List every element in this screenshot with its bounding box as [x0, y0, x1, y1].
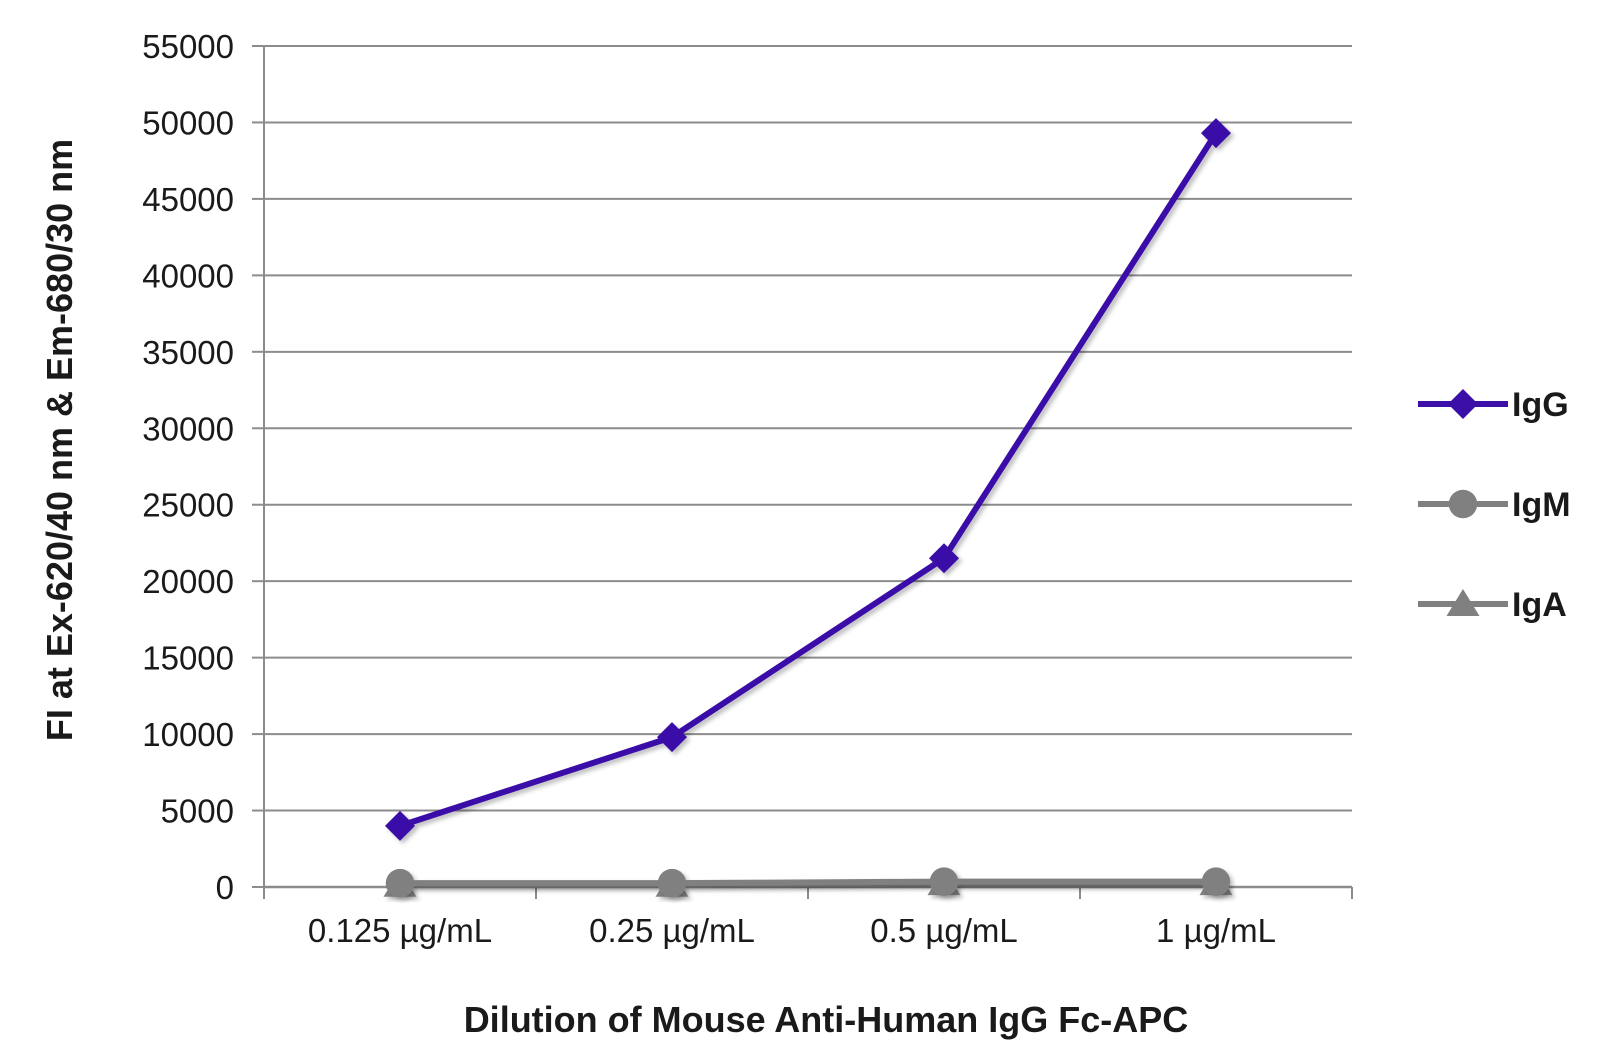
y-tick-label: 10000	[142, 716, 234, 753]
series-lines	[383, 118, 1233, 898]
y-tick-label: 55000	[142, 28, 234, 65]
x-tick-label: 1 µg/mL	[1156, 912, 1276, 949]
series-igg	[385, 118, 1231, 841]
legend-label: IgA	[1512, 586, 1567, 624]
axes: 0 5000 10000 15000 20000 25000 30000 35000 40000…	[142, 28, 1353, 949]
legend-label: IgM	[1512, 486, 1571, 524]
y-tick-label: 5000	[161, 793, 234, 830]
series-igm	[385, 867, 1231, 898]
data-point-igg	[657, 722, 687, 753]
y-axis-title: FI at Ex-620/40 nm & Em-680/30 nm	[39, 139, 80, 741]
data-point-igg	[929, 543, 959, 574]
x-tick-label: 0.125 µg/mL	[308, 912, 492, 949]
data-point-igm	[1201, 867, 1231, 896]
y-tick-label: 25000	[142, 487, 234, 524]
x-tick-label: 0.25 µg/mL	[589, 912, 755, 949]
y-tick-label: 20000	[142, 563, 234, 600]
y-tick-label: 30000	[142, 410, 234, 447]
gridlines	[264, 45, 1352, 812]
legend-marker-iga	[1446, 589, 1480, 616]
y-tick-label: 15000	[142, 640, 234, 677]
y-tick-label: 0	[216, 869, 234, 906]
legend-item-iga: IgA	[1418, 586, 1567, 624]
legend-label: IgG	[1512, 386, 1569, 424]
x-axis-title: Dilution of Mouse Anti-Human IgG Fc-APC	[464, 999, 1189, 1040]
legend-item-igg: IgG	[1418, 386, 1569, 424]
legend-marker-igm	[1448, 489, 1478, 519]
y-tick-label: 35000	[142, 334, 234, 371]
data-point-igg	[385, 810, 415, 841]
y-tick-label: 50000	[142, 104, 234, 141]
legend: IgG IgM IgA	[1418, 386, 1571, 624]
data-point-igm	[385, 868, 415, 898]
data-point-igm	[929, 867, 959, 896]
legend-item-igm: IgM	[1418, 486, 1571, 524]
legend-marker-igg	[1448, 389, 1478, 419]
data-point-igm	[657, 868, 687, 898]
y-tick-label: 40000	[142, 257, 234, 294]
data-point-igg	[1201, 118, 1231, 149]
x-tick-label: 0.5 µg/mL	[870, 912, 1017, 949]
series-line-igm	[400, 878, 1216, 887]
series-line-igg	[399, 131, 1219, 829]
y-tick-label: 45000	[142, 181, 234, 218]
